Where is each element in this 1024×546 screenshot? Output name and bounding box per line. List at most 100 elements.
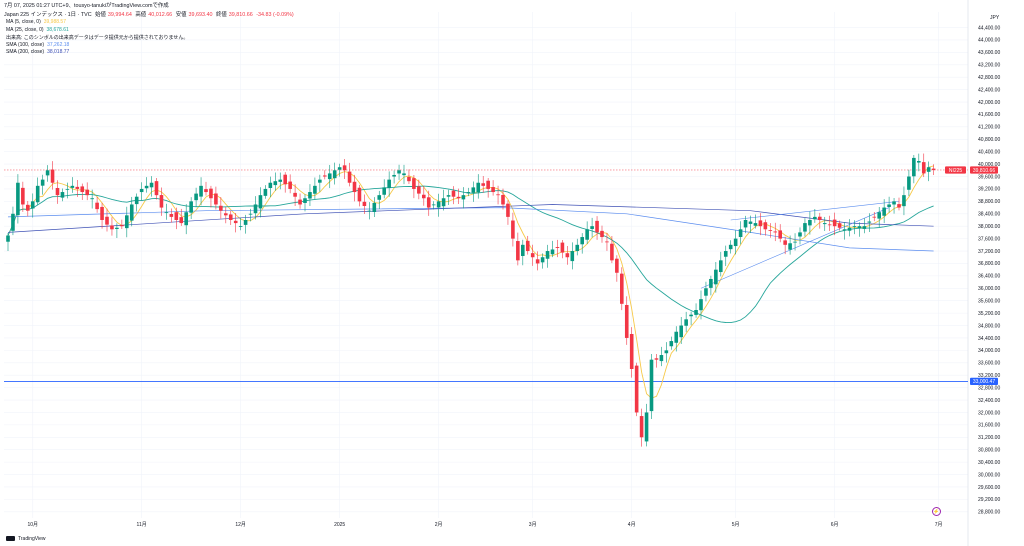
series-line-2: [7, 207, 934, 252]
y-tick-label: 43,600.00: [978, 50, 1000, 56]
candle: [758, 213, 763, 236]
candle-body: [431, 204, 436, 206]
y-tick-label: 42,400.00: [978, 87, 1000, 93]
candle-body: [931, 168, 936, 171]
candle-body: [902, 195, 906, 207]
candle-body: [11, 213, 15, 231]
candle: [887, 196, 891, 213]
candle-body: [159, 195, 164, 208]
candle-body: [837, 223, 842, 228]
candle: [535, 251, 540, 271]
candle-body: [6, 235, 10, 242]
candle-body: [758, 220, 763, 227]
candle-body: [882, 207, 886, 216]
y-tick-label: 37,200.00: [978, 249, 1000, 255]
y-tick-label: 30,800.00: [978, 448, 1000, 454]
candle-body: [684, 319, 688, 326]
candle-body: [694, 310, 698, 315]
candle: [704, 281, 708, 302]
candle-body: [407, 176, 411, 182]
candle-body: [585, 229, 589, 240]
candle-body: [516, 241, 520, 261]
y-tick-label: 34,000.00: [978, 348, 1000, 354]
indicator-label: SMA (100, close): [6, 42, 45, 48]
candle-body: [917, 161, 921, 163]
candle: [768, 223, 773, 238]
candle: [867, 213, 872, 232]
y-tick-label: 33,200.00: [978, 373, 1000, 379]
candle: [763, 219, 768, 236]
candle-body: [446, 195, 451, 197]
indicator-label: MA (5, close, 0): [6, 19, 41, 25]
candle: [689, 311, 693, 326]
candle-body: [70, 185, 75, 188]
candle: [555, 239, 560, 258]
indicator-sma100[interactable]: SMA (100, close) 37,262.18: [6, 42, 69, 49]
candle: [50, 161, 55, 190]
candle-body: [575, 244, 580, 252]
y-tick-label: 37,600.00: [978, 236, 1000, 242]
candle-body: [530, 253, 535, 258]
indicator-sma200[interactable]: SMA (200, close) 38,018.77: [6, 49, 69, 56]
candle: [748, 215, 753, 234]
candle-body: [95, 202, 99, 210]
candle: [199, 177, 203, 206]
indicator-ma25[interactable]: MA (25, close, 0) 38,678.61: [6, 27, 69, 34]
hline-price-tag-text: 33,000.47: [973, 379, 995, 385]
clock-icon[interactable]: ⚡: [932, 507, 941, 516]
y-tick-label: 32,800.00: [978, 385, 1000, 391]
candle-body: [238, 226, 243, 227]
candle-body: [506, 203, 510, 217]
indicator-ma5[interactable]: MA (5, close, 0) 39,988.57: [6, 19, 66, 26]
candle: [852, 220, 857, 235]
candle: [402, 164, 406, 185]
candle: [169, 208, 174, 223]
tradingview-logo[interactable]: TradingView: [6, 536, 46, 542]
candle: [788, 235, 792, 255]
candle-body: [243, 219, 248, 225]
candle: [397, 164, 401, 180]
candle-body: [313, 185, 317, 194]
candle-body: [134, 196, 139, 205]
candle: [793, 233, 797, 251]
candle-body: [674, 331, 679, 343]
x-tick-label: 5月: [732, 522, 740, 528]
candle-body: [887, 204, 891, 207]
candle-body: [367, 210, 372, 212]
candle: [144, 177, 149, 193]
candle-body: [486, 180, 490, 189]
candle-body: [615, 258, 619, 273]
y-tick-label: 32,000.00: [978, 410, 1000, 416]
candle: [139, 182, 144, 201]
candle-body: [45, 170, 50, 176]
symbol-title: Japan 225 インデックス · 1日 · TVC: [4, 12, 92, 18]
y-tick-label: 39,600.00: [978, 174, 1000, 180]
candle-body: [644, 412, 649, 442]
candle: [426, 190, 431, 216]
candle: [649, 353, 654, 420]
candle-body: [298, 199, 302, 205]
candle-body: [570, 251, 575, 262]
candle: [674, 326, 679, 352]
candle-body: [204, 189, 208, 193]
candle: [214, 186, 218, 210]
candle: [164, 203, 169, 220]
candle-body: [392, 174, 396, 177]
candle: [60, 188, 65, 202]
candle: [897, 197, 901, 211]
y-tick-label: 44,000.00: [978, 38, 1000, 44]
candle-body: [664, 350, 669, 354]
indicator-volume-note[interactable]: 出来高: このシンボルの出来高データはデータ提供元から提供されておりません。: [6, 35, 188, 42]
candle-body: [912, 157, 916, 177]
candle: [327, 164, 332, 189]
candle: [372, 197, 377, 218]
series-line-3: [7, 204, 934, 233]
candle-body: [253, 204, 258, 214]
currency-label[interactable]: JPY: [990, 15, 1000, 21]
candle-body: [144, 185, 149, 189]
candle-body: [268, 182, 273, 188]
candle-body: [194, 193, 198, 201]
candle-body: [327, 173, 332, 180]
candle-body: [728, 244, 733, 250]
